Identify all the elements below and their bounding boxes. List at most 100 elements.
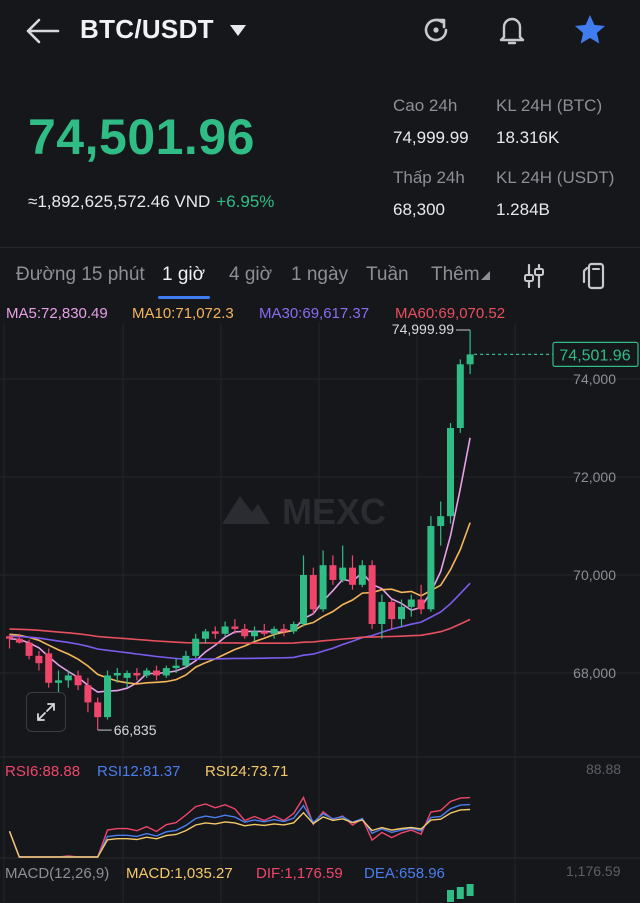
candle-body: [202, 631, 209, 639]
candles: [6, 330, 474, 731]
change-percent: +6.95%: [216, 192, 275, 211]
interval-tabs: Đường 15 phút 1 giờ 4 giờ 1 ngày Tuần Th…: [0, 250, 640, 300]
rsi24-value: RSI24:73.71: [205, 763, 289, 780]
candle-body: [153, 670, 160, 676]
high-24h-label: Cao 24h: [393, 96, 458, 115]
tab-week[interactable]: Tuần: [366, 264, 409, 285]
pair-title[interactable]: BTC/USDT: [80, 14, 214, 44]
sliders-icon[interactable]: [519, 262, 549, 290]
price-axis: 74,000 72,000 70,000 68,000: [573, 371, 616, 681]
active-tab-indicator: [158, 296, 210, 299]
last-price-tag: 74,501.96: [559, 347, 630, 364]
tab-more-label: Thêm: [431, 264, 480, 285]
dif-value: DIF:1,176.59: [256, 865, 343, 882]
header-bar: BTC/USDT: [0, 0, 640, 62]
price-tick-label: 68,000: [573, 665, 616, 681]
dea-value: DEA:658.96: [364, 865, 445, 882]
low-marker-label: 66,835: [114, 722, 157, 738]
candle-body: [417, 599, 425, 610]
expand-icon[interactable]: [26, 692, 66, 732]
caret-down-icon[interactable]: [228, 22, 248, 38]
candle-body: [280, 628, 288, 632]
high-marker-label: 74,999.99: [392, 321, 454, 337]
macd-pane: [447, 884, 474, 902]
vnd-price: ≈1,892,625,572.46 VND: [28, 192, 211, 211]
candle-body: [427, 526, 435, 610]
ma5-line: [9, 437, 471, 693]
candle-body: [211, 631, 219, 634]
candle-body: [45, 653, 53, 683]
ma30-line: [9, 582, 471, 660]
rsi12-line: [8, 803, 471, 858]
price-markers: 74,999.99 66,835 74,501.96: [97, 321, 639, 738]
candle-body: [378, 601, 386, 624]
candle-body: [182, 655, 190, 666]
bell-icon[interactable]: [494, 12, 530, 48]
candle-body: [398, 606, 405, 620]
candle-body: [251, 631, 258, 637]
tab-15m[interactable]: Đường 15 phút: [16, 264, 145, 285]
macd-bar: [447, 890, 454, 902]
candle-body: [388, 601, 396, 620]
moving-average-lines: [9, 437, 471, 693]
candle-body: [35, 655, 43, 664]
candle-body: [319, 565, 327, 610]
low-24h-label: Thấp 24h: [393, 168, 465, 187]
candle-body: [25, 642, 33, 656]
candle-body: [113, 673, 121, 676]
ma60-value: MA60:69,070.52: [395, 305, 506, 322]
price-tick-label: 72,000: [573, 469, 616, 485]
rsi6-line: [8, 795, 471, 858]
ma60-line: [9, 618, 471, 644]
chart-grid: [0, 323, 640, 903]
tab-4h[interactable]: 4 giờ: [229, 264, 273, 285]
rotate-screen-icon[interactable]: [579, 261, 609, 291]
vnd-price-line: ≈1,892,625,572.46 VND +6.95%: [28, 192, 274, 212]
arrow-left-icon[interactable]: [22, 14, 62, 48]
candle-body: [192, 638, 200, 656]
candle-body: [309, 575, 317, 610]
low-24h-value: 68,300: [393, 200, 445, 219]
ma5-value: MA5:72,830.49: [6, 305, 108, 322]
candle-body: [241, 628, 249, 637]
rsi6-value: RSI6:88.88: [5, 763, 81, 780]
candle-body: [74, 675, 82, 686]
candle-body: [133, 673, 141, 676]
star-icon[interactable]: [570, 10, 610, 50]
candle-body: [368, 565, 376, 624]
tab-1h[interactable]: 1 giờ: [162, 264, 206, 285]
candle-body: [466, 354, 474, 365]
candle-body: [437, 516, 445, 526]
candle-body: [64, 675, 72, 681]
candle-body: [407, 599, 415, 607]
candle-body: [349, 567, 356, 585]
caret-small-icon: [480, 271, 490, 280]
ma10-line: [9, 522, 471, 685]
rsi-pane: [8, 795, 471, 858]
section-divider: [0, 247, 640, 248]
candle-body: [162, 668, 170, 676]
candle-body: [456, 364, 464, 428]
tab-1d[interactable]: 1 ngày: [291, 264, 349, 285]
macd-value: MACD:1,035.27: [126, 865, 233, 882]
refresh-icon[interactable]: [418, 12, 454, 48]
candle-body: [15, 638, 23, 643]
candle-body: [84, 685, 92, 703]
candle-body: [221, 626, 229, 634]
candlestick-chart[interactable]: MEXC 74,000 72,000 70,000 68,000 74,999.99 6…: [0, 320, 640, 903]
macd-bar: [456, 887, 464, 899]
rsi12-value: RSI12:81.37: [97, 763, 181, 780]
last-price: 74,501.96: [28, 109, 255, 165]
macd-params: MACD(12,26,9): [5, 865, 110, 882]
rsi-axis-top: 88.88: [586, 761, 622, 777]
candle-body: [172, 665, 180, 669]
price-tick-label: 70,000: [573, 567, 616, 583]
macd-bar: [466, 884, 474, 896]
watermark-text: MEXC: [282, 491, 386, 532]
tab-more[interactable]: Thêm: [431, 264, 490, 286]
volume-usdt-label: KL 24H (USDT): [496, 168, 615, 187]
candle-body: [329, 565, 337, 580]
ma10-value: MA10:71,072.3: [132, 305, 234, 322]
volume-usdt-value: 1.284B: [496, 200, 550, 219]
candle-body: [339, 567, 347, 580]
